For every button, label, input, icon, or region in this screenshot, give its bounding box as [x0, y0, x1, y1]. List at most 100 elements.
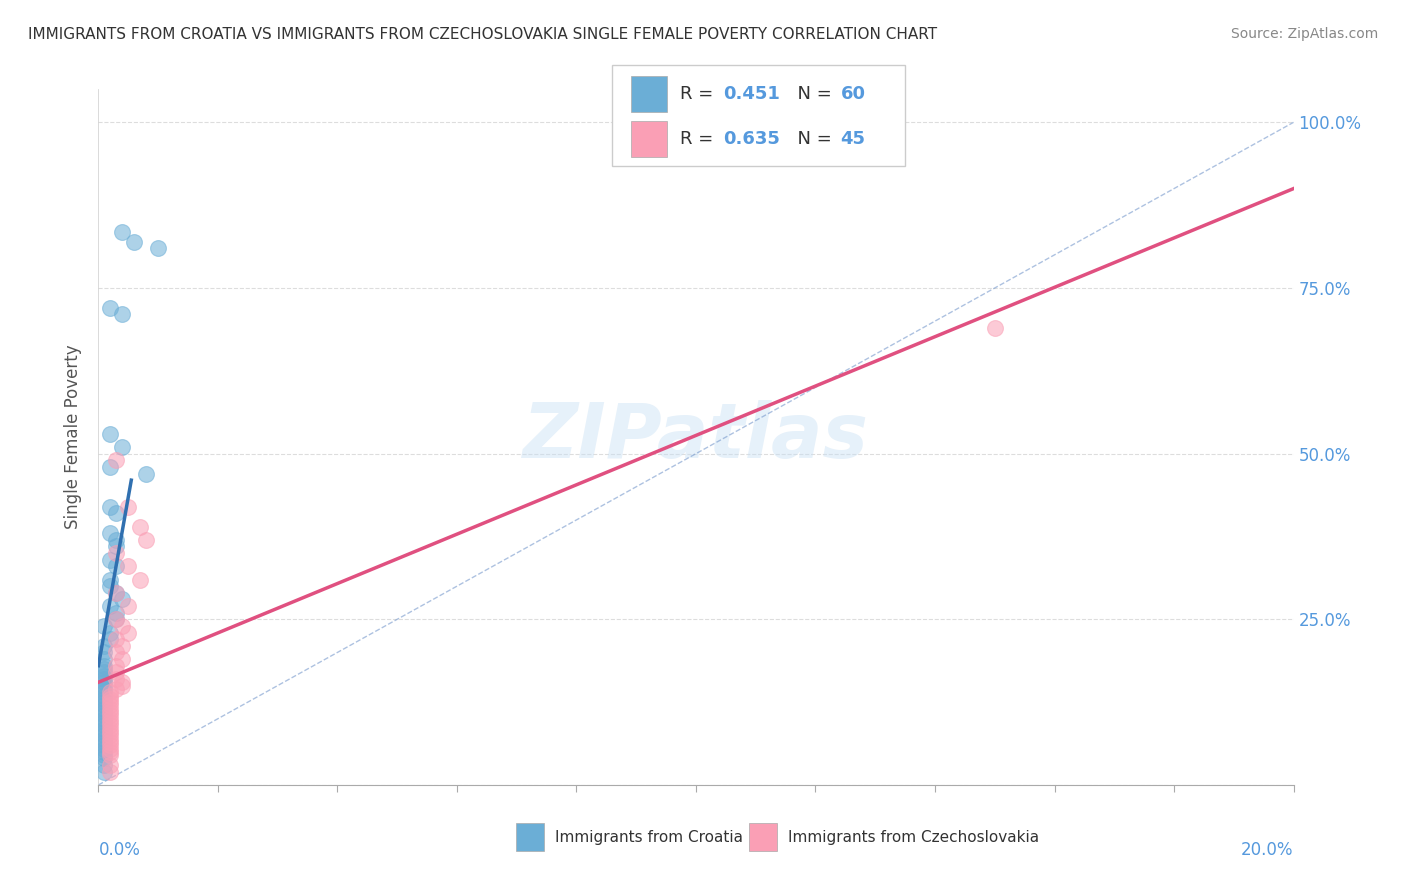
Text: 45: 45 [841, 129, 866, 148]
Text: R =: R = [681, 85, 720, 103]
Point [93, 708, 115, 723]
Point [93, 619, 115, 633]
Point [93, 668, 115, 682]
Point [105, 546, 128, 560]
Point [98, 708, 122, 723]
Point [98, 632, 122, 647]
Point [93, 681, 115, 696]
Point [111, 225, 134, 239]
Point [93, 665, 115, 680]
Point [93, 639, 115, 653]
Point [98, 426, 122, 441]
Point [111, 639, 134, 653]
Point [111, 679, 134, 693]
Text: 0.451: 0.451 [724, 85, 780, 103]
Point [98, 552, 122, 566]
Point [93, 745, 115, 759]
Point [111, 675, 134, 690]
Point [93, 764, 115, 779]
Point [117, 500, 139, 514]
Point [98, 685, 122, 699]
Point [105, 586, 128, 600]
Text: N =: N = [786, 85, 837, 103]
Point [93, 751, 115, 765]
Point [93, 712, 115, 726]
Point [148, 241, 170, 255]
Point [105, 665, 128, 680]
Point [93, 718, 115, 732]
Point [98, 725, 122, 739]
Text: Immigrants from Croatia: Immigrants from Croatia [555, 830, 742, 845]
Point [111, 619, 134, 633]
Point [105, 632, 128, 647]
Point [105, 540, 128, 554]
Point [98, 735, 122, 749]
Point [98, 745, 122, 759]
Point [111, 440, 134, 454]
Point [93, 645, 115, 659]
Point [105, 681, 128, 696]
Point [105, 506, 128, 520]
Point [93, 741, 115, 756]
FancyBboxPatch shape [613, 65, 905, 166]
Point [124, 235, 146, 249]
Point [98, 689, 122, 703]
FancyBboxPatch shape [631, 120, 668, 157]
Point [98, 698, 122, 713]
Point [93, 695, 115, 709]
Point [98, 695, 122, 709]
FancyBboxPatch shape [631, 76, 668, 112]
Point [93, 731, 115, 746]
Point [93, 748, 115, 763]
Point [98, 301, 122, 315]
Point [129, 573, 152, 587]
Point [111, 592, 134, 607]
Point [93, 698, 115, 713]
Point [93, 662, 115, 676]
Point [111, 308, 134, 322]
Point [111, 652, 134, 666]
Point [98, 741, 122, 756]
Point [135, 533, 157, 547]
Text: 20.0%: 20.0% [1241, 840, 1294, 859]
Point [93, 714, 115, 729]
Point [105, 612, 128, 626]
Point [98, 712, 122, 726]
Point [93, 735, 115, 749]
Point [98, 731, 122, 746]
Text: Immigrants from Czechoslovakia: Immigrants from Czechoslovakia [787, 830, 1039, 845]
Y-axis label: Single Female Poverty: Single Female Poverty [65, 345, 83, 529]
Point [105, 586, 128, 600]
Point [984, 320, 1007, 334]
Point [93, 689, 115, 703]
Point [105, 559, 128, 574]
Point [93, 652, 115, 666]
Text: IMMIGRANTS FROM CROATIA VS IMMIGRANTS FROM CZECHOSLOVAKIA SINGLE FEMALE POVERTY : IMMIGRANTS FROM CROATIA VS IMMIGRANTS FR… [28, 27, 938, 42]
Point [93, 728, 115, 742]
Point [135, 467, 157, 481]
Point [105, 658, 128, 673]
Point [105, 672, 128, 686]
Point [93, 675, 115, 690]
Point [93, 705, 115, 719]
Text: R =: R = [681, 129, 720, 148]
Point [98, 722, 122, 736]
Point [98, 573, 122, 587]
Point [98, 728, 122, 742]
Point [98, 714, 122, 729]
Point [105, 606, 128, 620]
Point [98, 718, 122, 732]
Point [105, 645, 128, 659]
Text: ZIPatlas: ZIPatlas [523, 401, 869, 474]
Text: 0.0%: 0.0% [98, 840, 141, 859]
Point [98, 599, 122, 613]
Point [93, 691, 115, 706]
Point [93, 658, 115, 673]
Point [98, 625, 122, 640]
Point [98, 691, 122, 706]
Point [93, 725, 115, 739]
Point [117, 599, 139, 613]
Point [93, 722, 115, 736]
FancyBboxPatch shape [748, 823, 778, 851]
Point [93, 685, 115, 699]
